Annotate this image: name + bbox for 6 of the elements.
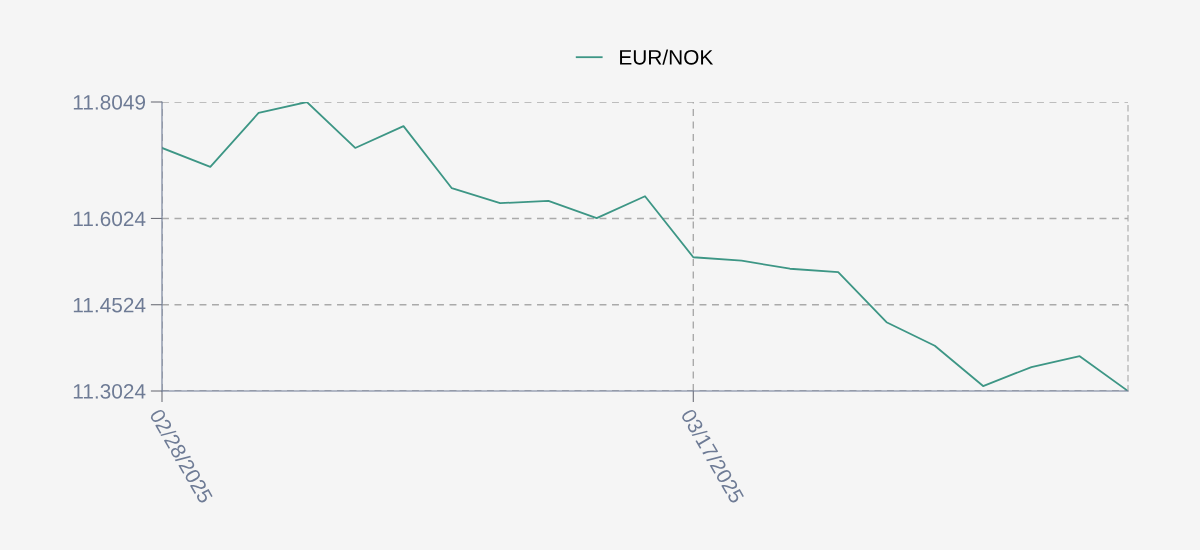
legend-label: EUR/NOK — [620, 49, 714, 65]
y-tick-label: 11.6024 — [73, 211, 146, 227]
y-tick-label: 11.8049 — [73, 95, 146, 110]
line-series — [162, 102, 1128, 391]
y-tick-label: 11.4524 — [73, 297, 146, 313]
y-tick-label: 11.3024 — [73, 384, 146, 399]
